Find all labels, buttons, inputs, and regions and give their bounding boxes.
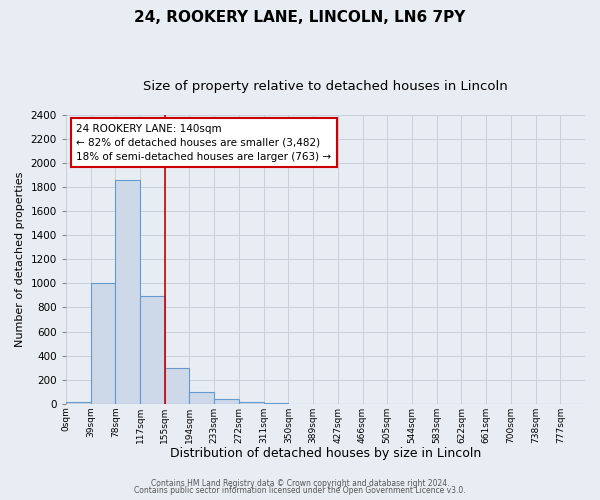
- Bar: [115, 180, 140, 404]
- X-axis label: Distribution of detached houses by size in Lincoln: Distribution of detached houses by size …: [170, 447, 481, 460]
- Text: Contains HM Land Registry data © Crown copyright and database right 2024.: Contains HM Land Registry data © Crown c…: [151, 478, 449, 488]
- Bar: [214, 398, 239, 404]
- Y-axis label: Number of detached properties: Number of detached properties: [15, 172, 25, 347]
- Bar: [190, 392, 214, 404]
- Text: 24 ROOKERY LANE: 140sqm
← 82% of detached houses are smaller (3,482)
18% of semi: 24 ROOKERY LANE: 140sqm ← 82% of detache…: [76, 124, 331, 162]
- Bar: [91, 283, 115, 404]
- Bar: [165, 368, 190, 404]
- Bar: [263, 403, 289, 404]
- Bar: [140, 296, 165, 404]
- Title: Size of property relative to detached houses in Lincoln: Size of property relative to detached ho…: [143, 80, 508, 93]
- Text: 24, ROOKERY LANE, LINCOLN, LN6 7PY: 24, ROOKERY LANE, LINCOLN, LN6 7PY: [134, 10, 466, 25]
- Bar: [66, 402, 91, 404]
- Bar: [239, 402, 263, 404]
- Text: Contains public sector information licensed under the Open Government Licence v3: Contains public sector information licen…: [134, 486, 466, 495]
